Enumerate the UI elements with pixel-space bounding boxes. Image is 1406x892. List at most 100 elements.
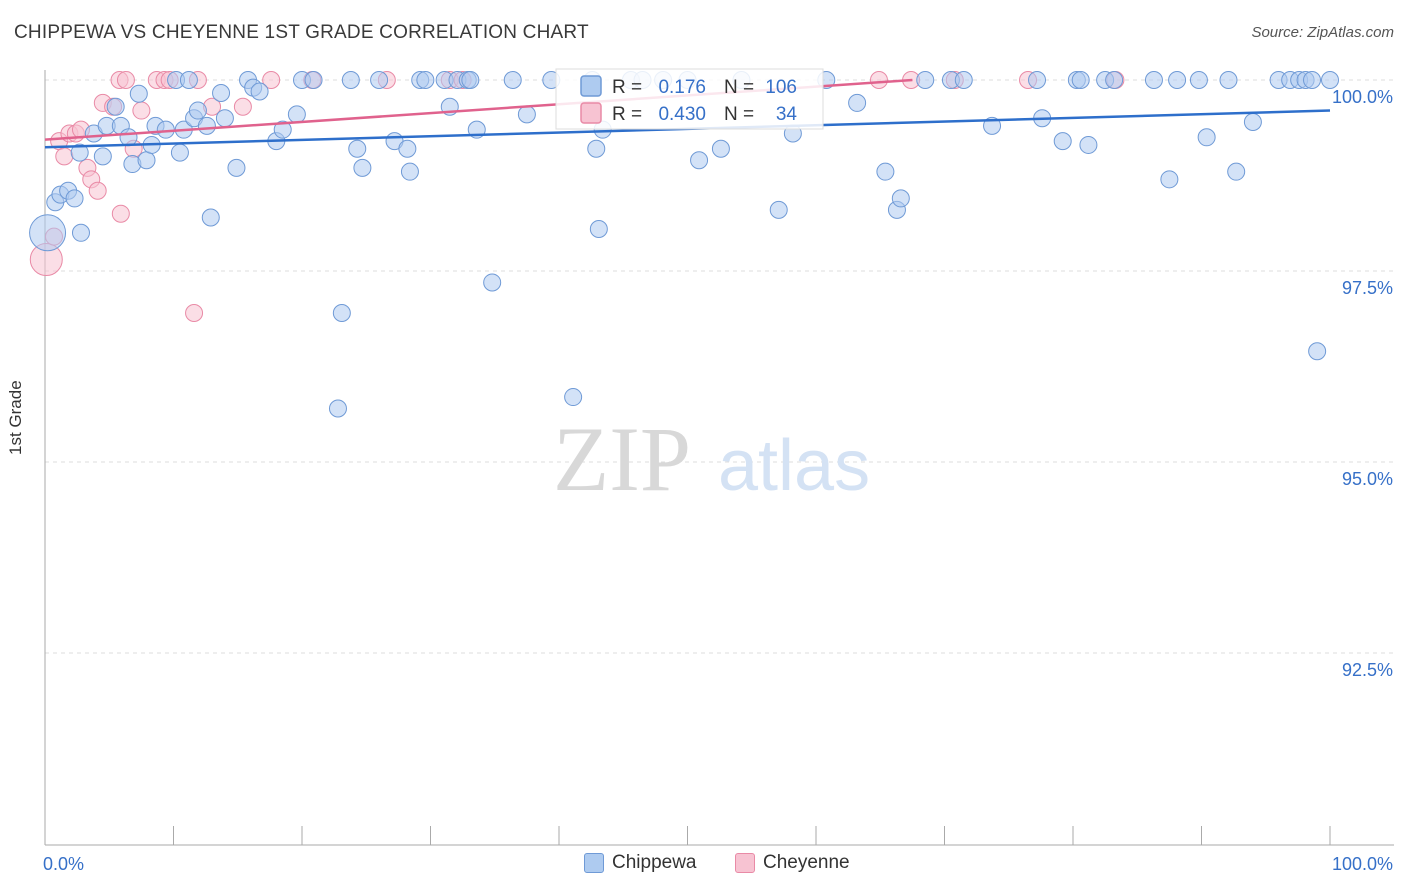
stats-r-label: R = (612, 77, 642, 98)
chippewa-point (1168, 71, 1187, 89)
chippewa-point (1321, 71, 1339, 89)
watermark: ZIP atlas (553, 408, 870, 510)
cheyenne-point (132, 101, 151, 120)
chippewa-point (1243, 113, 1262, 132)
cheyenne-point (869, 71, 888, 89)
chippewa-point (891, 189, 910, 208)
cheyenne-point (262, 71, 281, 89)
chippewa-point (348, 139, 367, 158)
stats-swatch (580, 75, 602, 97)
cheyenne-point (233, 97, 252, 116)
chippewa-point (564, 388, 583, 407)
chippewa-point (119, 128, 138, 147)
legend-swatch-chippewa (584, 853, 604, 873)
chippewa-point (954, 71, 973, 89)
chippewa-point (416, 71, 435, 89)
stats-n-label: N = (724, 77, 754, 98)
series-legend: Chippewa Cheyenne (0, 850, 1406, 880)
chippewa-point (517, 105, 536, 124)
axis-layer: 100.0% 97.5% 95.0% 92.5% 0.0% 100.0% (43, 70, 1394, 874)
chippewa-point (332, 304, 351, 323)
chippewa-point (587, 139, 606, 158)
chippewa-point (1079, 135, 1098, 154)
cheyenne-point (88, 181, 107, 200)
chippewa-point (188, 101, 207, 120)
y-tick-label: 95.0% (1342, 469, 1393, 489)
chippewa-point (137, 151, 156, 170)
chippewa-point (70, 143, 89, 162)
legend-label-chippewa: Chippewa (612, 852, 697, 873)
chippewa-point (370, 71, 389, 89)
stats-n-label: N = (724, 104, 754, 125)
chippewa-point (1053, 132, 1072, 151)
chippewa-point (201, 208, 220, 227)
chippewa-point (1219, 71, 1238, 89)
cheyenne-point (116, 71, 135, 89)
chippewa-point (1028, 71, 1047, 89)
chippewa-point (93, 147, 112, 166)
y-tick-label: 100.0% (1332, 87, 1393, 107)
chippewa-point (197, 116, 216, 135)
legend-item-cheyenne[interactable]: Cheyenne (735, 852, 850, 874)
chippewa-point (1227, 162, 1246, 181)
chippewa-point (876, 162, 895, 181)
stats-n-value: 106 (765, 77, 797, 98)
chippewa-point (589, 219, 608, 238)
chippewa-point (398, 139, 417, 158)
chippewa-point (461, 71, 480, 89)
chippewa-point (503, 71, 522, 89)
chippewa-point (212, 83, 231, 102)
chippewa-point (400, 162, 419, 181)
chippewa-point (916, 71, 935, 89)
chippewa-point (328, 399, 347, 418)
chippewa-point (250, 82, 269, 101)
legend-label-cheyenne: Cheyenne (763, 852, 850, 873)
x-tick-label: 0.0% (43, 854, 84, 874)
chippewa-point (1071, 71, 1090, 89)
chippewa-point (287, 105, 306, 124)
chippewa-point (983, 116, 1002, 135)
stats-r-value: 0.430 (658, 104, 706, 125)
chippewa-point (106, 97, 125, 116)
source-label: Source: ZipAtlas.com (1251, 24, 1394, 41)
chippewa-point (483, 273, 502, 292)
grid-layer (45, 79, 1394, 654)
chippewa-point (1197, 128, 1216, 147)
chippewa-point (1144, 71, 1163, 89)
chippewa-point (769, 200, 788, 219)
chippewa-point (1303, 71, 1322, 89)
chippewa-point (227, 158, 246, 177)
stats-n-value: 34 (776, 104, 798, 125)
chippewa-point (65, 189, 84, 208)
chippewa-point (179, 71, 198, 89)
chippewa-point (29, 214, 67, 252)
stats-legend: R = 0.176 N = 106 R = 0.430 N = 34 (555, 68, 824, 130)
chippewa-point (690, 151, 709, 170)
y-tick-label: 92.5% (1342, 660, 1393, 680)
stats-swatch (580, 102, 602, 124)
watermark-atlas: atlas (718, 426, 870, 506)
chippewa-point (170, 143, 189, 162)
chippewa-point (1160, 170, 1179, 189)
chippewa-point (353, 158, 372, 177)
watermark-zip: ZIP (553, 408, 691, 510)
chippewa-point (1105, 71, 1124, 89)
legend-item-chippewa[interactable]: Chippewa (584, 852, 697, 874)
chippewa-point (848, 93, 867, 112)
cheyenne-point (55, 147, 74, 166)
chippewa-point (273, 120, 292, 139)
cheyenne-point (111, 204, 130, 223)
chart-title: CHIPPEWA VS CHEYENNE 1ST GRADE CORRELATI… (14, 22, 589, 43)
chippewa-point (304, 71, 323, 89)
chippewa-point (341, 71, 360, 89)
chippewa-point (1189, 71, 1208, 89)
stats-r-value: 0.176 (658, 77, 706, 98)
legend-swatch-cheyenne (735, 853, 755, 873)
cheyenne-point (185, 304, 204, 323)
chippewa-point (215, 109, 234, 128)
stats-r-label: R = (612, 104, 642, 125)
y-tick-label: 97.5% (1342, 278, 1393, 298)
x-tick-label: 100.0% (1332, 854, 1393, 874)
chippewa-point (71, 223, 90, 242)
